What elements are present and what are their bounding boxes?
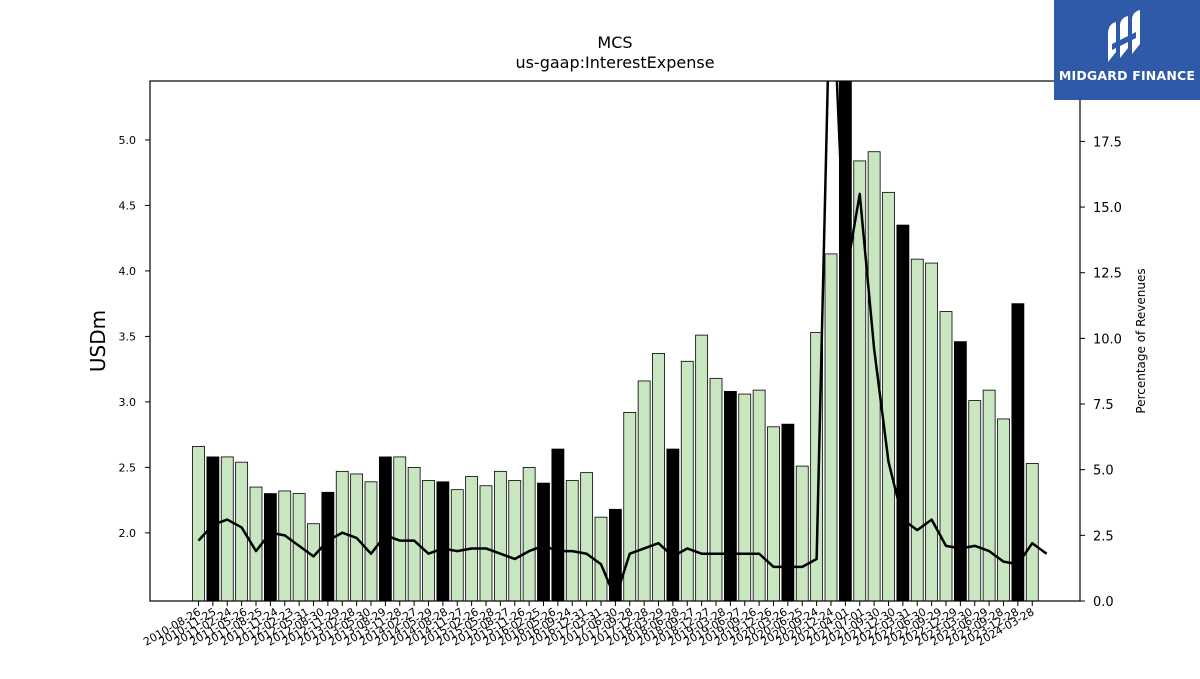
y-tick-label: 4.5 (119, 199, 137, 212)
pct-revenue-line (197, 81, 1048, 600)
brand-logo: MIDGARD FINANCE (1054, 0, 1200, 100)
bar (853, 160, 867, 601)
chart-title: MCS (597, 33, 632, 52)
bar (580, 472, 594, 601)
y2-tick-label: 12.5 (1093, 267, 1122, 282)
y2-tick-label: 7.5 (1093, 398, 1114, 413)
y2-tick-label: 17.5 (1093, 135, 1122, 150)
bar (263, 493, 277, 601)
y-tick-label: 3.0 (119, 396, 137, 409)
bar (479, 485, 493, 601)
y2-tick-label: 0.0 (1093, 595, 1114, 610)
bar-series (192, 81, 1039, 601)
bar (206, 456, 220, 601)
y-tick-label: 2.5 (119, 461, 137, 474)
bar (637, 380, 651, 601)
bar (925, 262, 939, 601)
bar (364, 481, 378, 601)
bar (738, 393, 752, 601)
y-tick-label: 4.0 (119, 265, 137, 278)
bar (1025, 463, 1039, 601)
bar (910, 258, 924, 601)
bar (594, 516, 608, 601)
bar (680, 360, 694, 601)
bar (695, 334, 709, 601)
bar (450, 489, 464, 601)
bar (307, 523, 320, 601)
bar (508, 480, 522, 601)
bar (192, 446, 205, 601)
y2-tick-label: 5.0 (1093, 464, 1114, 479)
y-tick-label: 5.0 (119, 134, 137, 147)
bar (235, 461, 249, 601)
axes: 2.0 2.5 3.0 3.5 4.0 4.5 5.0 0.0 2.5 5.0 7.5 10.0 12.… (119, 80, 1122, 649)
bar (623, 411, 637, 601)
bar (795, 465, 809, 601)
bar (709, 377, 723, 601)
bar (752, 389, 766, 601)
bar (968, 400, 982, 601)
bar (982, 389, 996, 601)
bar (565, 480, 579, 601)
bar (824, 253, 838, 601)
bar (378, 456, 392, 601)
bar (896, 224, 910, 601)
bar (953, 341, 967, 601)
bar (436, 481, 450, 601)
bar (522, 466, 536, 601)
bar (220, 456, 234, 601)
bar (407, 466, 421, 601)
bar (393, 456, 407, 601)
bar (278, 490, 292, 601)
line-series (197, 81, 1048, 600)
y2-tick-label: 15.0 (1093, 201, 1122, 216)
y-axis-label: USDm (86, 310, 110, 372)
y2-axis-label: Percentage of Revenues (1134, 268, 1148, 413)
bar (608, 508, 622, 601)
brand-name: MIDGARD FINANCE (1058, 68, 1196, 83)
bar (939, 311, 953, 601)
y-tick-label: 2.0 (119, 527, 137, 540)
bar (465, 476, 479, 601)
y-tick-label: 3.5 (119, 330, 137, 343)
bar (1011, 303, 1025, 601)
chart-subtitle: us-gaap:InterestExpense (515, 53, 714, 72)
y2-tick-label: 10.0 (1093, 332, 1122, 347)
bar (723, 391, 737, 601)
midgard-logo-icon (1108, 10, 1140, 62)
bar (493, 470, 507, 601)
bar (537, 482, 550, 601)
bar (767, 426, 780, 601)
bar (781, 423, 795, 601)
bar (882, 191, 895, 601)
y2-tick-label: 2.5 (1093, 529, 1114, 544)
bar (652, 353, 665, 601)
bar (551, 448, 565, 601)
bar (422, 480, 435, 601)
bar (666, 448, 680, 601)
bar (997, 418, 1010, 601)
